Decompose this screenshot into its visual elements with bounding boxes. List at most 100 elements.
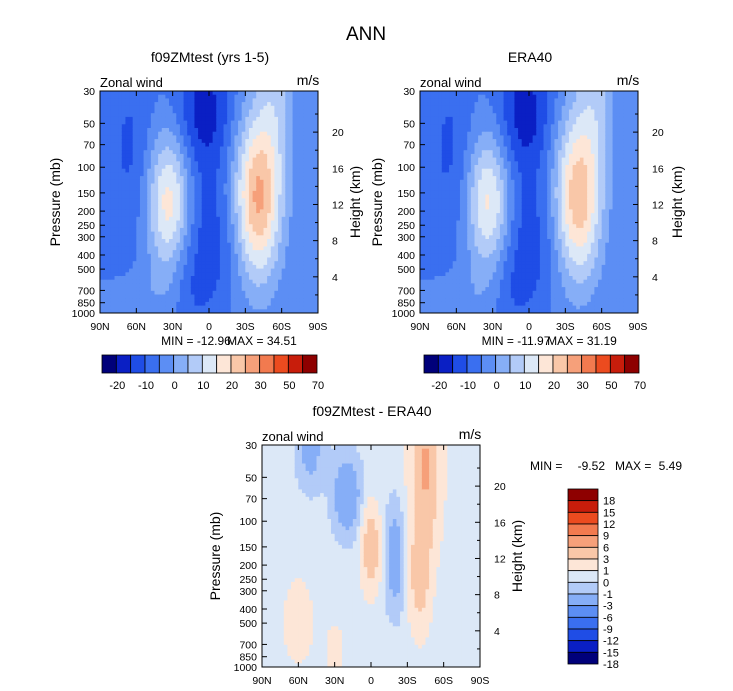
panel-model-cell [129, 242, 134, 247]
panel-model-cell [143, 176, 148, 181]
panel-model-cell [107, 242, 112, 247]
panel-model-cell [158, 150, 163, 155]
panel-reanalysis-cell [459, 116, 465, 122]
panel-model-cell [121, 131, 127, 136]
panel-model-cell [132, 168, 137, 173]
panel-model-cell [179, 153, 185, 159]
panel-model-cell [252, 250, 257, 255]
panel-model-cell [230, 309, 236, 313]
panel-model-cell [176, 290, 181, 296]
panel-model-cell [281, 216, 286, 222]
panel-model-cell [158, 165, 163, 170]
panel-reanalysis-cell [496, 216, 501, 222]
panel-model-cell [125, 224, 130, 229]
panel-model-cell [136, 135, 141, 140]
panel-model-cell [183, 183, 188, 188]
panel-reanalysis-cell [492, 231, 497, 236]
panel-reanalysis-cell [492, 187, 497, 192]
panel-reanalysis-cell [423, 253, 428, 259]
panel-model-cell [147, 279, 152, 284]
panel-reanalysis-cell [467, 124, 472, 129]
panel-model-cell [136, 224, 141, 229]
panel-model-cell [147, 202, 152, 207]
panel-model-cell [121, 242, 127, 247]
panel-model-cell [274, 209, 279, 214]
panel-reanalysis-cell [434, 142, 439, 148]
panel-model-cell [179, 94, 185, 99]
panel-reanalysis-cell [456, 190, 461, 196]
panel-reanalysis-cell [485, 120, 490, 125]
panel-reanalysis-cell [423, 157, 428, 162]
panel-model-cell [274, 205, 279, 210]
panel-model-cell [187, 205, 192, 210]
panel-reanalysis-cell [467, 179, 472, 185]
panel-model-cell [270, 294, 275, 299]
panel-model-cell [270, 142, 275, 148]
panel-model-cell [187, 120, 192, 125]
panel-model-cell [198, 179, 203, 185]
panel-model-cell [314, 165, 318, 170]
panel-model-cell [296, 272, 301, 277]
panel-model-cell [147, 102, 152, 107]
panel-model-cell [147, 305, 152, 310]
panel-reanalysis-cell [434, 239, 439, 244]
panel-model-cell [212, 128, 217, 133]
panel-model-cell [288, 272, 294, 277]
panel-model-cell [132, 276, 137, 281]
panel-model-cell [278, 239, 283, 244]
panel-reanalysis-cell [481, 139, 486, 144]
panel-model-cell [259, 287, 265, 292]
panel-model-cell [172, 105, 177, 111]
panel-model-cell [314, 279, 318, 284]
panel-model-cell [219, 102, 225, 107]
panel-model-cell [110, 146, 116, 151]
panel-model-cell [114, 157, 119, 162]
panel-model-cell [136, 253, 141, 259]
panel-model-cell [139, 283, 145, 288]
panel-model-y2tick-label: 8 [332, 236, 338, 248]
panel-model-cell [296, 287, 301, 292]
panel-reanalysis-cell [470, 294, 476, 299]
panel-model-cell [169, 183, 174, 188]
panel-model-cell [256, 290, 261, 296]
panel-model-cell [125, 157, 130, 162]
panel-reanalysis-cell [463, 109, 468, 114]
panel-model-cell [288, 264, 294, 270]
panel-model-cell [187, 183, 192, 188]
panel-model-cell [292, 124, 297, 129]
panel-reanalysis-cell [467, 276, 472, 281]
panel-model-cell [296, 216, 301, 222]
panel-model-cell [158, 202, 163, 207]
panel-model-cell [190, 113, 196, 118]
panel-model-cell [147, 120, 152, 125]
panel-model-cell [223, 279, 228, 284]
panel-model-cell [212, 98, 217, 103]
panel-reanalysis-cell [485, 216, 490, 222]
panel-model-cell [187, 246, 192, 251]
panel-model-cell [248, 202, 254, 207]
panel-reanalysis-cell [463, 179, 468, 185]
panel-model-cell [314, 246, 318, 251]
panel-model-cell [187, 220, 192, 225]
panel-reanalysis-cell [427, 287, 432, 292]
panel-model-cell [219, 213, 225, 218]
panel-model-cell [285, 253, 290, 259]
panel-model-cell [234, 94, 239, 99]
panel-model-cell [205, 146, 210, 151]
panel-reanalysis-cell [420, 183, 425, 188]
panel-reanalysis-cell [434, 116, 439, 122]
panel-model-cell [219, 120, 225, 125]
panel-model-cell [100, 150, 105, 155]
panel-model-cell [158, 102, 163, 107]
panel-model-cell [165, 257, 170, 262]
panel-model-cell [281, 235, 286, 240]
panel-model-cell [219, 142, 225, 148]
panel-model-cell [150, 246, 156, 251]
panel-reanalysis-cell [427, 235, 432, 240]
panel-model-cell [114, 290, 119, 296]
panel-model-cell [314, 168, 318, 173]
panel-model-cell [107, 246, 112, 251]
panel-model-cell [307, 142, 312, 148]
panel-model-cell [147, 227, 152, 233]
panel-reanalysis-cell [474, 109, 479, 114]
